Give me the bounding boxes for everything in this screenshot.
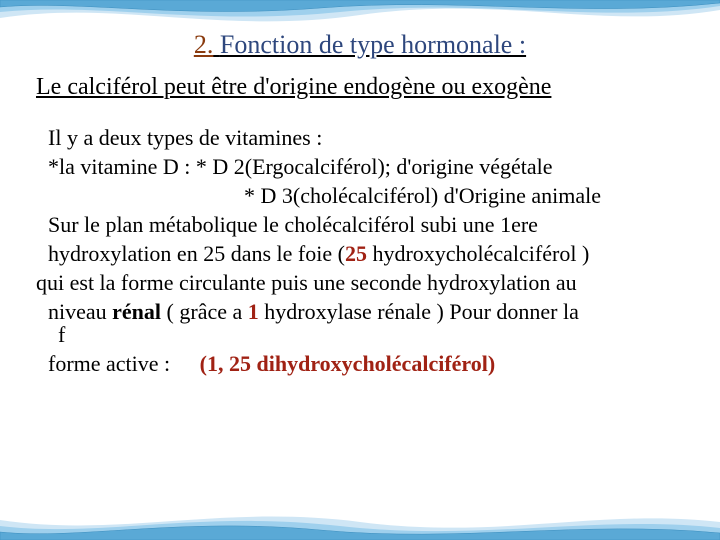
body-line-8: forme active : (1, 25 dihydroxycholécalc…	[48, 349, 684, 378]
title-number: 2.	[194, 30, 214, 59]
body-line-3: * D 3(cholécalciférol) d'Origine animale	[48, 181, 684, 210]
slide-content: 2. Fonction de type hormonale : Le calci…	[0, 0, 720, 378]
slide-subtitle: Le calciférol peut être d'origine endogè…	[30, 74, 690, 101]
decorative-wave-bottom	[0, 500, 720, 540]
slide-body: Il y a deux types de vitamines : *la vit…	[30, 123, 690, 378]
body-line-2: *la vitamine D : * D 2(Ergocalciférol); …	[48, 152, 684, 181]
title-text: Fonction de type hormonale :	[220, 30, 526, 59]
body-line-5: hydroxylation en 25 dans le foie (25 hyd…	[48, 239, 684, 268]
body-line-6: qui est la forme circulante puis une sec…	[36, 268, 684, 297]
body-line-4: Sur le plan métabolique le cholécalcifér…	[48, 210, 684, 239]
body-line-1: Il y a deux types de vitamines :	[48, 123, 684, 152]
slide-title: 2. Fonction de type hormonale :	[30, 30, 690, 60]
